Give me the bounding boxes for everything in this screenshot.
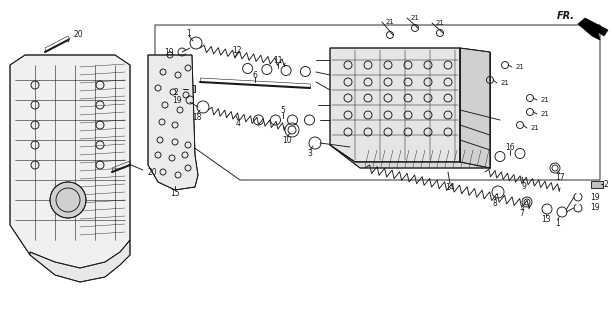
- Text: 10: 10: [282, 135, 292, 145]
- Text: 20: 20: [73, 29, 82, 38]
- Text: 21: 21: [411, 15, 419, 21]
- Text: 9: 9: [522, 181, 526, 190]
- Text: 13: 13: [541, 215, 551, 225]
- Polygon shape: [330, 48, 460, 162]
- Polygon shape: [148, 55, 198, 190]
- Polygon shape: [578, 18, 608, 40]
- Text: 6: 6: [253, 70, 258, 79]
- Text: 11: 11: [273, 55, 283, 65]
- Text: 8: 8: [493, 198, 498, 207]
- Text: 21: 21: [386, 19, 394, 25]
- Bar: [591, 181, 603, 188]
- Polygon shape: [10, 55, 130, 270]
- Polygon shape: [460, 48, 490, 168]
- Text: FR.: FR.: [557, 11, 575, 21]
- Text: 16: 16: [505, 142, 515, 151]
- Text: 19: 19: [172, 95, 182, 105]
- Text: 17: 17: [555, 172, 565, 181]
- Text: 12: 12: [232, 45, 242, 54]
- Text: 21: 21: [515, 64, 525, 70]
- Text: 20: 20: [148, 167, 157, 177]
- Polygon shape: [30, 240, 130, 282]
- Text: 1: 1: [555, 219, 560, 228]
- Text: 21: 21: [501, 80, 509, 86]
- Text: 19: 19: [590, 193, 600, 202]
- Text: 15: 15: [170, 188, 180, 197]
- Text: 5: 5: [280, 106, 285, 115]
- Text: 2: 2: [604, 180, 609, 188]
- Polygon shape: [330, 145, 490, 168]
- Text: 21: 21: [435, 20, 445, 26]
- Text: 7: 7: [520, 209, 525, 218]
- Text: 14: 14: [445, 182, 455, 191]
- Text: 19: 19: [164, 47, 174, 57]
- Circle shape: [50, 182, 86, 218]
- Text: 21: 21: [531, 125, 539, 131]
- Text: 21: 21: [541, 97, 549, 103]
- Text: 3: 3: [308, 148, 312, 157]
- Text: 21: 21: [541, 111, 549, 117]
- Text: 18: 18: [192, 113, 202, 122]
- Text: 1: 1: [186, 28, 191, 37]
- Bar: [183, 85, 195, 92]
- Text: 19: 19: [590, 204, 600, 212]
- Text: 4: 4: [236, 118, 240, 127]
- Text: 2: 2: [173, 87, 178, 97]
